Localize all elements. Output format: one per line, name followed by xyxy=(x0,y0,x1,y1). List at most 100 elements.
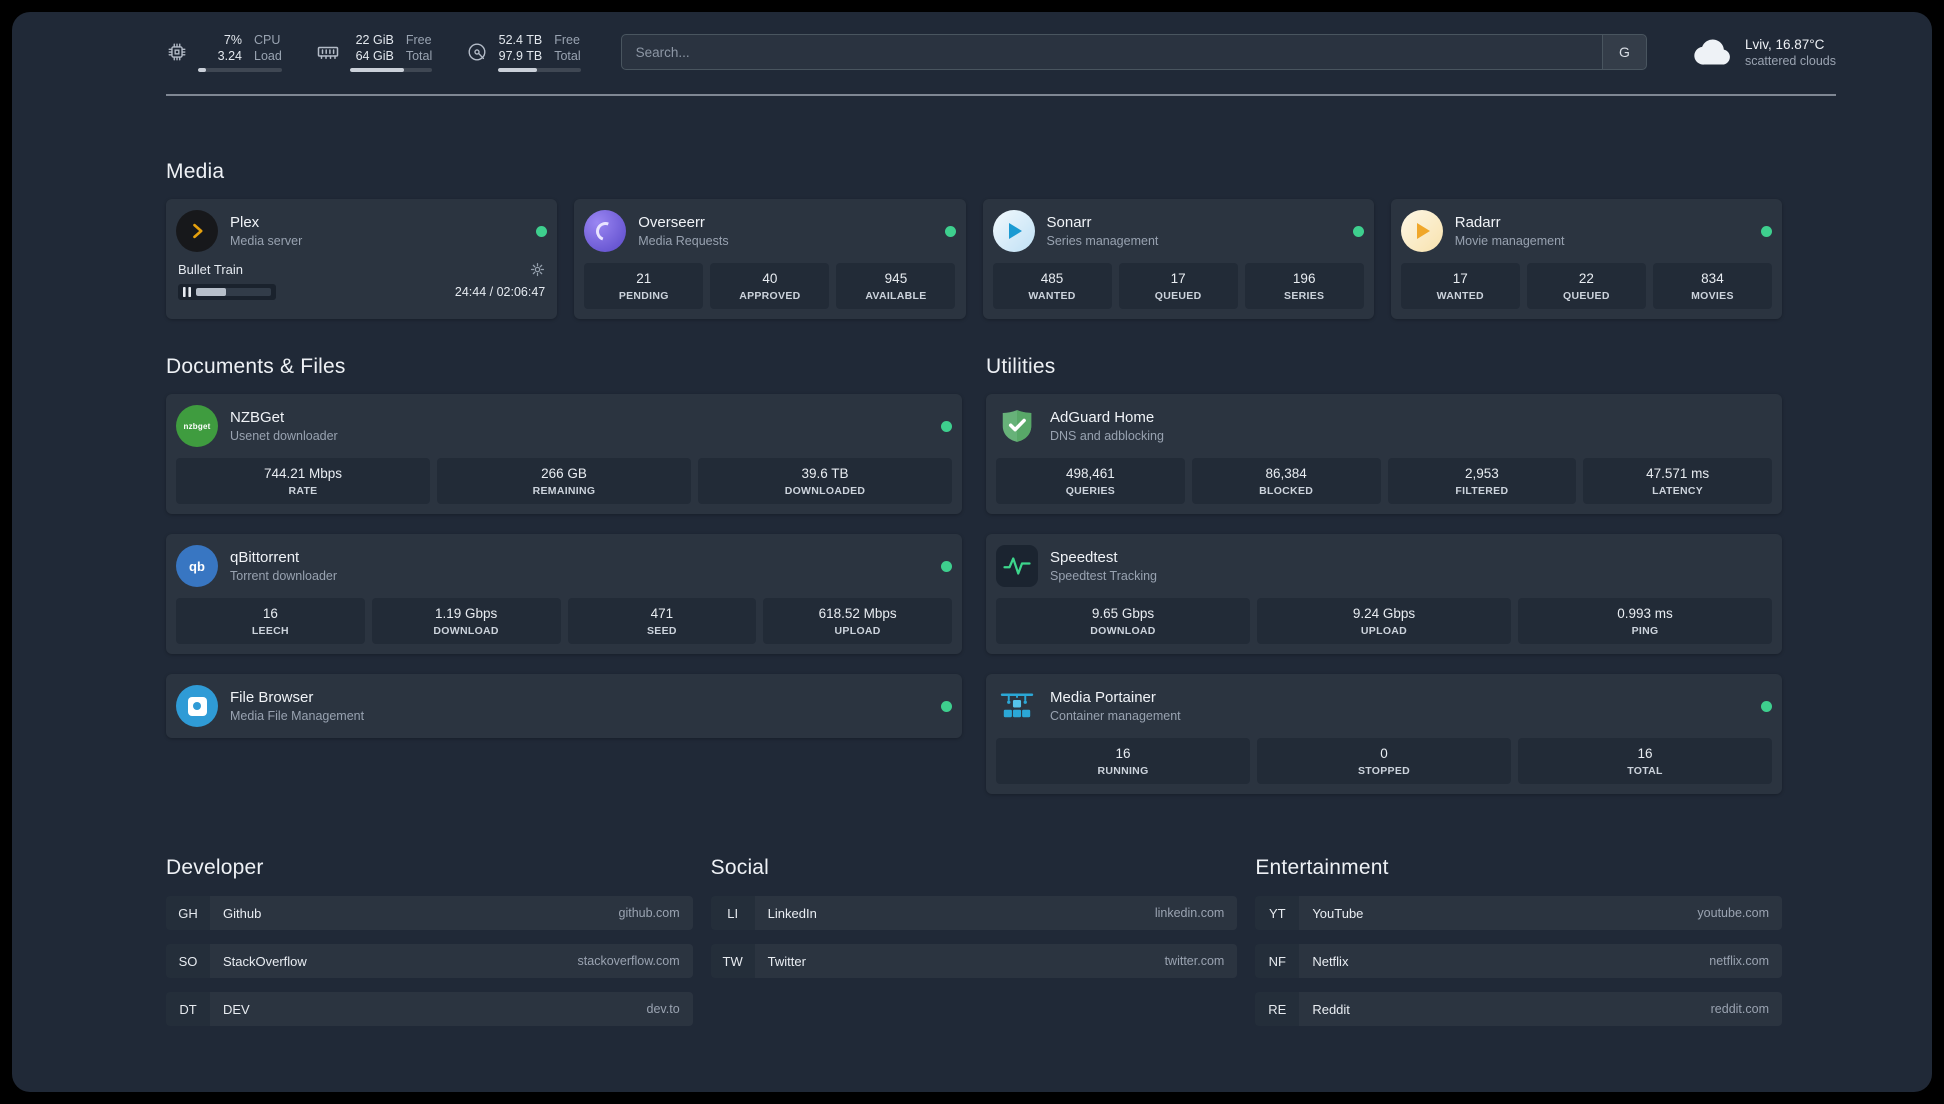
bookmark-abbr: RE xyxy=(1255,992,1300,1026)
app-subtitle: Media Requests xyxy=(638,234,729,248)
stat-tile: 39.6 TB DOWNLOADED xyxy=(698,458,952,504)
app-name: Radarr xyxy=(1454,214,1501,231)
stat-value: 945 xyxy=(884,271,908,286)
bookmark-url: dev.to xyxy=(646,1002,680,1016)
stat-tile: 16 LEECH xyxy=(176,598,365,644)
nzbget-card[interactable]: nzbget NZBGet Usenet downloader 744.21 M… xyxy=(166,394,962,514)
stat-value: 9.65 Gbps xyxy=(1091,606,1155,621)
disk-total-label: Total xyxy=(554,49,581,63)
portainer-card[interactable]: Media Portainer Container management 16 … xyxy=(986,674,1782,794)
status-dot xyxy=(944,225,956,237)
plex-card[interactable]: Plex Media server Bullet Train xyxy=(166,199,558,319)
weather-location-temp: Lviv, 16.87°C xyxy=(1744,36,1825,52)
sonarr-card[interactable]: Sonarr Series management 485 WANTED 17 Q… xyxy=(982,199,1374,319)
stat-tile: 16 RUNNING xyxy=(996,738,1250,784)
disk-free-value: 52.4 TB xyxy=(498,33,543,47)
qbittorrent-icon: qb xyxy=(176,545,218,587)
cpu-chip-icon xyxy=(166,41,188,63)
bookmark-netflix[interactable]: NF Netflix netflix.com xyxy=(1255,944,1782,978)
bookmark-linkedin[interactable]: LI LinkedIn linkedin.com xyxy=(710,896,1238,930)
bookmark-url: netflix.com xyxy=(1709,954,1769,968)
bookmark-abbr: YT xyxy=(1255,896,1300,930)
qbittorrent-card[interactable]: qb qBittorrent Torrent downloader 16 LEE… xyxy=(166,534,962,654)
app-name: NZBGet xyxy=(230,409,285,426)
disk-usage-bar xyxy=(498,68,581,72)
bookmark-url: twitter.com xyxy=(1164,954,1225,968)
nzbget-icon-label: nzbget xyxy=(183,421,211,431)
bookmark-name: YouTube xyxy=(1312,905,1364,921)
weather-widget: Lviv, 16.87°C scattered clouds xyxy=(1693,37,1836,68)
search-provider-button[interactable]: G xyxy=(1601,35,1646,69)
sonarr-icon xyxy=(992,210,1035,252)
memory-free-value: 22 GiB xyxy=(355,33,394,47)
search-bar: G xyxy=(620,34,1647,70)
overseerr-card[interactable]: Overseerr Media Requests 21 PENDING 40 A… xyxy=(574,199,966,319)
stat-value: 39.6 TB xyxy=(801,466,849,481)
section-title-documents: Documents & Files xyxy=(166,355,346,378)
speedtest-icon xyxy=(996,545,1038,587)
bookmark-github[interactable]: GH Github github.com xyxy=(166,896,693,930)
stat-label: LATENCY xyxy=(1652,485,1704,497)
stat-tile: 498,461 QUERIES xyxy=(996,458,1185,504)
bookmark-group-social: Social LI LinkedIn linkedin.com TW Twitt… xyxy=(710,856,1238,992)
stat-label: WANTED xyxy=(1436,290,1484,302)
stat-value: 0.993 ms xyxy=(1617,606,1673,621)
stat-label: LEECH xyxy=(251,625,289,637)
bookmark-abbr: NF xyxy=(1255,944,1300,978)
cpu-usage-value: 7% xyxy=(223,33,242,47)
bookmark-abbr: TW xyxy=(710,944,755,978)
search-input[interactable] xyxy=(621,35,1602,69)
stat-value: 2,953 xyxy=(1464,466,1499,481)
section-documents: Documents & Files nzbget NZBGet Usenet d… xyxy=(166,355,962,738)
section-title-media: Media xyxy=(166,160,225,183)
stat-label: DOWNLOAD xyxy=(433,625,499,637)
stat-value: 86,384 xyxy=(1265,466,1307,481)
load-label: Load xyxy=(254,49,282,63)
stat-label: AVAILABLE xyxy=(865,290,927,302)
bookmark-reddit[interactable]: RE Reddit reddit.com xyxy=(1255,992,1782,1026)
stat-label: QUERIES xyxy=(1065,485,1116,497)
now-playing-title: Bullet Train xyxy=(178,262,244,277)
stat-tile: 2,953 FILTERED xyxy=(1387,458,1577,504)
speedtest-card[interactable]: Speedtest Speedtest Tracking 9.65 Gbps D… xyxy=(986,534,1782,654)
stat-value: 834 xyxy=(1701,271,1724,286)
stat-tile: 9.24 Gbps UPLOAD xyxy=(1257,598,1511,644)
stat-value: 17 xyxy=(1170,271,1186,286)
stat-tile: 16 TOTAL xyxy=(1518,738,1772,784)
status-dot xyxy=(941,700,952,712)
top-bar: 7% 3.24 CPU Load xyxy=(166,32,1836,72)
stat-value: 618.52 Mbps xyxy=(818,606,897,621)
stat-label: MOVIES xyxy=(1691,290,1734,302)
section-media: Media Plex Media server xyxy=(166,160,1782,319)
section-title-entertainment: Entertainment xyxy=(1255,856,1389,879)
section-title-social: Social xyxy=(710,856,770,879)
bookmark-abbr: SO xyxy=(166,944,210,978)
bookmark-stackoverflow[interactable]: SO StackOverflow stackoverflow.com xyxy=(166,944,693,978)
stat-value: 485 xyxy=(1040,271,1064,286)
stat-tile: 47.571 ms LATENCY xyxy=(1583,458,1772,504)
stat-value: 0 xyxy=(1380,746,1388,761)
bookmark-dev[interactable]: DT DEV dev.to xyxy=(166,992,693,1026)
playback-time: 24:44 / 02:06:47 xyxy=(454,285,546,299)
status-dot xyxy=(1761,700,1772,712)
section-title-developer: Developer xyxy=(166,856,264,879)
gear-icon[interactable] xyxy=(530,262,545,277)
stat-tile: 945 AVAILABLE xyxy=(836,263,956,309)
stat-value: 744.21 Mbps xyxy=(263,466,343,481)
portainer-icon xyxy=(996,685,1038,727)
bookmark-abbr: GH xyxy=(166,896,210,930)
disk-total-value: 97.9 TB xyxy=(498,49,543,63)
bookmark-youtube[interactable]: YT YouTube youtube.com xyxy=(1255,896,1782,930)
stat-tile: 86,384 BLOCKED xyxy=(1191,458,1381,504)
stat-tile: 17 QUEUED xyxy=(1118,263,1238,309)
radarr-card[interactable]: Radarr Movie management 17 WANTED 22 QUE… xyxy=(1390,199,1782,319)
filebrowser-card[interactable]: File Browser Media File Management xyxy=(166,674,962,738)
memory-icon xyxy=(316,40,340,64)
pause-icon[interactable] xyxy=(183,287,191,297)
bookmark-url: stackoverflow.com xyxy=(577,954,680,968)
app-subtitle: DNS and adblocking xyxy=(1050,429,1164,443)
stat-label: UPLOAD xyxy=(1360,625,1408,637)
bookmark-twitter[interactable]: TW Twitter twitter.com xyxy=(710,944,1238,978)
playback-progress[interactable] xyxy=(178,284,276,300)
adguard-card[interactable]: AdGuard Home DNS and adblocking 498,461 … xyxy=(986,394,1782,514)
